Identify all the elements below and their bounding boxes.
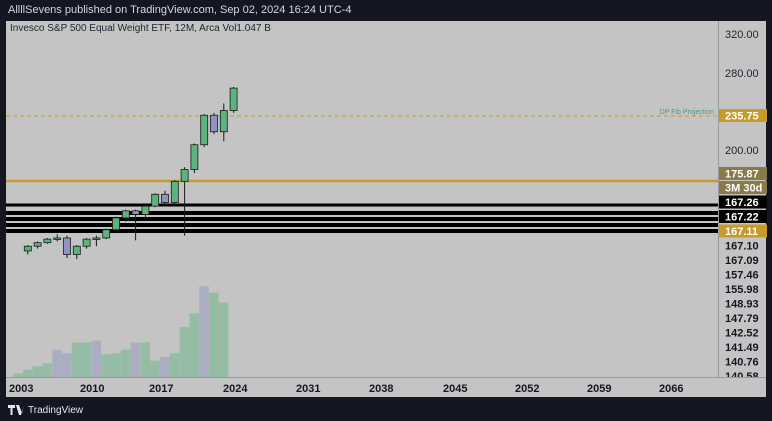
- volume-bar-2015: [130, 342, 141, 377]
- price-label: 141.49: [725, 342, 759, 354]
- time-tick-label: 2024: [223, 383, 248, 395]
- volume-bar-2006: [42, 363, 52, 377]
- price-label-bg: [719, 167, 767, 180]
- tradingview-logo-icon: [8, 405, 24, 416]
- symbol-legend[interactable]: Invesco S&P 500 Equal Weight ETF, 12M, A…: [10, 23, 271, 34]
- price-tick-label: 280.00: [725, 68, 759, 80]
- candle-2016: [141, 205, 150, 215]
- footer: TradingView: [0, 400, 772, 421]
- price-label-bg: [719, 195, 767, 209]
- candle-2008: [63, 237, 71, 255]
- price-axis-svg: 320.00 280.00 200.00 235.75 175.87 3M 30d 167.…: [719, 29, 767, 383]
- volume-bar-2023: [209, 292, 219, 377]
- volume-bar-2021: [189, 313, 199, 377]
- price-label: 148.93: [725, 299, 759, 311]
- candle-2009: [72, 245, 81, 255]
- candle-2014: [121, 210, 130, 219]
- support-level-line: [6, 223, 718, 227]
- volume-bar-2022: [199, 286, 209, 377]
- candle-2010: [82, 238, 91, 247]
- volume-bar-2020: [179, 327, 190, 377]
- candle-2017: [151, 193, 160, 207]
- time-tick-label: 2038: [369, 383, 393, 395]
- candle-2021: [190, 144, 199, 170]
- price-label: 140.76: [725, 357, 759, 369]
- volume-bar-2017: [150, 360, 160, 377]
- candle-2011: [92, 237, 101, 240]
- price-label: 142.52: [725, 328, 759, 340]
- volume-bar-2024: [218, 302, 229, 377]
- candle-2024: [219, 110, 228, 133]
- time-tick-label: 2066: [659, 383, 683, 395]
- volume-bar-2008: [62, 353, 72, 377]
- time-axis-svg: 2003 2010 2017 2024 2031 2038 2045 2052 2059 2066: [9, 383, 683, 395]
- price-label: 155.98: [725, 284, 759, 296]
- support-level-line: [6, 203, 718, 207]
- time-tick-label: 2059: [587, 383, 611, 395]
- candle-2023: [210, 114, 218, 133]
- publisher-header: AllllSevens published on TradingView.com…: [8, 4, 352, 16]
- time-tick-label: 2017: [149, 383, 173, 395]
- time-tick-label: 2003: [9, 383, 33, 395]
- volume-bar-2013: [111, 353, 121, 377]
- price-label: 167.09: [725, 255, 759, 267]
- volume-bar-2004: [22, 369, 33, 377]
- price-label-bg: [719, 210, 767, 223]
- volume-bar-2010: [81, 342, 92, 377]
- volume-bar-2003: [13, 373, 23, 377]
- price-tick-label: 200.00: [725, 145, 759, 157]
- volume-bar-2016: [140, 342, 150, 377]
- candle-2018: [161, 193, 169, 203]
- candle-2004: [23, 245, 32, 252]
- candle-2015: [131, 210, 140, 215]
- support-level-line: [6, 211, 718, 215]
- price-label: 167.22: [725, 212, 759, 224]
- volume-bar-2011: [91, 340, 101, 377]
- support-level-line: [6, 217, 718, 221]
- candle-2019: [170, 180, 179, 203]
- price-label: 3M 30d: [725, 183, 762, 195]
- fib-projection-label: DP Fib Projection: [660, 109, 714, 116]
- volume-bar-2018: [160, 357, 170, 377]
- time-tick-label: 2045: [443, 383, 467, 395]
- price-label: 147.79: [725, 313, 759, 325]
- volume-bar-2019: [169, 353, 180, 377]
- volume-bar-2012: [101, 354, 111, 377]
- price-label: 157.46: [725, 270, 759, 282]
- price-label-bg: [719, 224, 767, 238]
- price-label: 167.10: [725, 241, 759, 253]
- candle-2022: [200, 114, 209, 146]
- time-tick-label: 2010: [80, 383, 104, 395]
- volume-bar-2009: [71, 342, 82, 377]
- price-label: 175.87: [725, 169, 759, 181]
- candle-2006: [43, 238, 52, 244]
- candle-2012: [102, 229, 111, 239]
- candle-2025: [229, 87, 238, 111]
- time-tick-label: 2052: [515, 383, 539, 395]
- price-label: 235.75: [725, 111, 759, 123]
- time-tick-label: 2031: [296, 383, 320, 395]
- volume-bar-2014: [120, 349, 131, 377]
- volume-bar-2005: [32, 366, 43, 377]
- price-tick-label: 320.00: [725, 29, 759, 41]
- price-label: 167.26: [725, 197, 759, 209]
- price-label: 167.11: [725, 226, 758, 238]
- support-level-line: [6, 229, 718, 233]
- candle-2020: [180, 169, 189, 182]
- footer-logo-text: TradingView: [28, 405, 84, 416]
- price-chart[interactable]: DP Fib Projection: [6, 21, 718, 377]
- time-axis[interactable]: 2003 2010 2017 2024 2031 2038 2045 2052 2059 2066: [6, 377, 766, 397]
- price-axis[interactable]: 320.00 280.00 200.00 235.75 175.87 3M 30d 167.…: [718, 21, 767, 383]
- candle-2013: [112, 217, 120, 231]
- chart-plot-area[interactable]: DP Fib Projection: [6, 21, 718, 377]
- volume-bar-2007: [52, 349, 62, 377]
- price-label-bg: [719, 109, 767, 122]
- candle-2005: [33, 242, 42, 247]
- price-label-bg: [719, 181, 767, 194]
- candle-2007: [53, 237, 62, 240]
